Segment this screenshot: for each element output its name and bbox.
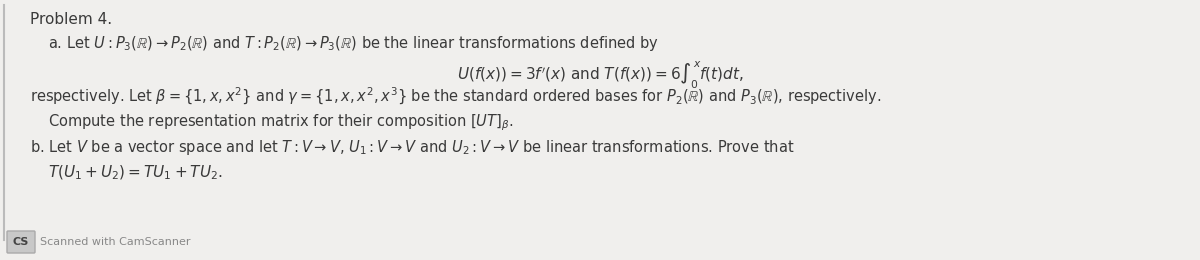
Text: $T(U_1 + U_2) = TU_1 + TU_2.$: $T(U_1 + U_2) = TU_1 + TU_2.$ — [48, 164, 223, 183]
Text: Scanned with CamScanner: Scanned with CamScanner — [40, 237, 191, 247]
Text: CS: CS — [13, 237, 29, 247]
Text: respectively. Let $\beta = \{1, x, x^2\}$ and $\gamma = \{1, x, x^2, x^3\}$ be t: respectively. Let $\beta = \{1, x, x^2\}… — [30, 86, 881, 107]
Text: Problem 4.: Problem 4. — [30, 12, 112, 27]
Text: a. Let $U : P_3(\mathbb{R}) \rightarrow P_2(\mathbb{R})$ and $T : P_2(\mathbb{R}: a. Let $U : P_3(\mathbb{R}) \rightarrow … — [48, 34, 659, 53]
Text: Compute the representation matrix for their composition $[UT]_{\beta}$.: Compute the representation matrix for th… — [48, 112, 514, 133]
Text: $U(f(x)) = 3f'(x)$ and $T(f(x)) = 6\int_0^x f(t)dt,$: $U(f(x)) = 3f'(x)$ and $T(f(x)) = 6\int_… — [457, 60, 743, 91]
FancyBboxPatch shape — [7, 231, 35, 253]
Text: b. Let $V$ be a vector space and let $T : V \rightarrow V$, $U_1 : V \rightarrow: b. Let $V$ be a vector space and let $T … — [30, 138, 794, 157]
